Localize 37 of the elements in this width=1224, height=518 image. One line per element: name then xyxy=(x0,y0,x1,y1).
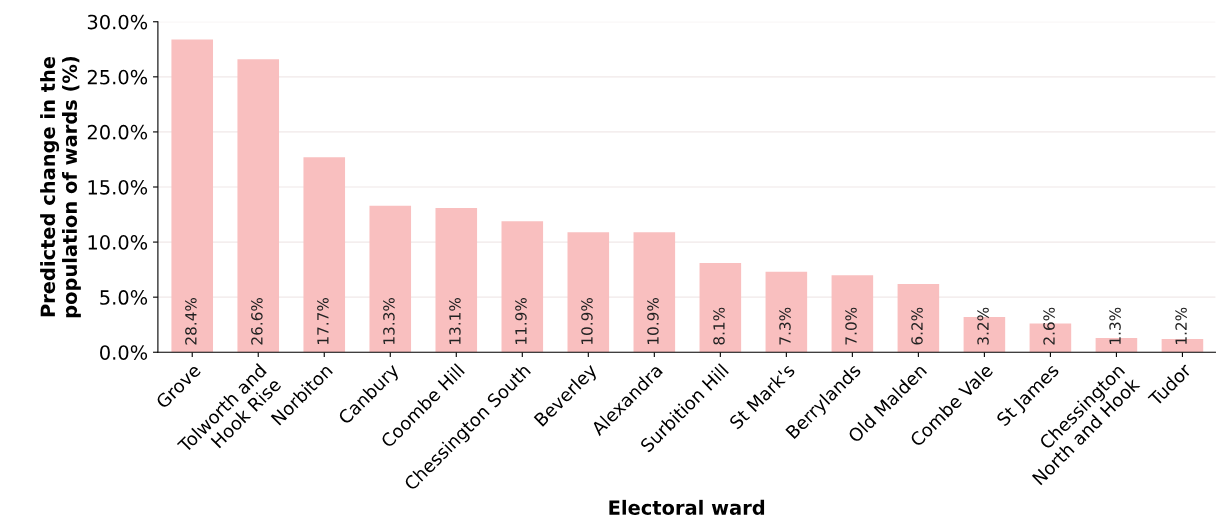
y-tick-label: 30.0% xyxy=(87,14,148,30)
data-label: 3.2% xyxy=(977,307,989,345)
data-label: 6.2% xyxy=(911,307,923,345)
data-label: 28.4% xyxy=(185,297,197,345)
bar xyxy=(831,275,874,353)
data-label: 13.1% xyxy=(449,297,461,344)
bar xyxy=(435,207,478,353)
bar xyxy=(171,39,214,353)
x-axis-title: Electoral ward xyxy=(609,499,765,515)
data-label: 8.1% xyxy=(713,307,725,345)
y-tick-label: 15.0% xyxy=(88,179,148,195)
bar xyxy=(765,271,808,353)
data-label: 1.2% xyxy=(1175,307,1187,344)
bar xyxy=(369,205,412,353)
bar xyxy=(633,232,676,353)
data-label: 10.9% xyxy=(647,297,659,344)
bar xyxy=(567,232,610,353)
bar xyxy=(303,157,346,353)
y-tick-label: 10.0% xyxy=(88,235,148,250)
data-label: 26.6% xyxy=(251,297,263,345)
bar xyxy=(237,59,280,353)
y-tick-label: 0.0% xyxy=(100,345,148,360)
bar xyxy=(897,283,940,353)
data-label: 13.3% xyxy=(383,297,395,344)
data-label: 2.6% xyxy=(1043,307,1055,345)
data-label: 11.9% xyxy=(515,297,527,344)
bar xyxy=(699,263,742,353)
data-label: 1.3% xyxy=(1109,307,1121,344)
data-label: 17.7% xyxy=(317,297,329,344)
data-label: 7.0% xyxy=(845,307,857,345)
bar xyxy=(501,221,544,353)
data-label: 7.3% xyxy=(779,307,791,345)
data-label: 10.9% xyxy=(581,297,593,344)
y-tick-label: 20.0% xyxy=(87,124,148,140)
y-axis-title: Predicted change in the population of wards (%) xyxy=(40,56,81,318)
y-tick-label: 25.0% xyxy=(87,69,148,85)
y-tick-label: 5.0% xyxy=(100,290,148,305)
